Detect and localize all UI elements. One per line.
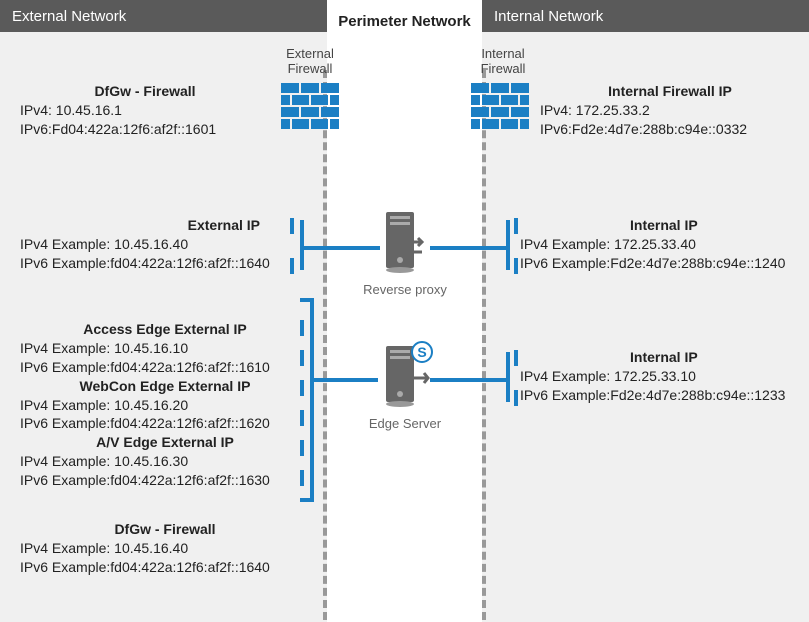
tick-ext2 bbox=[290, 258, 294, 274]
svg-text:S: S bbox=[417, 344, 426, 360]
edge-server-label: Edge Server bbox=[355, 416, 455, 431]
int-fw-block: Internal Firewall IP IPv4: 172.25.33.2 I… bbox=[540, 82, 800, 139]
reverse-proxy-label: Reverse proxy bbox=[355, 282, 455, 297]
ext-ip-ipv6: IPv6 Example:fd04:422a:12f6:af2f::1640 bbox=[20, 254, 300, 273]
edge-server-icon: S bbox=[378, 340, 438, 417]
int-ip1-block: Internal IP IPv4 Example: 172.25.33.40 I… bbox=[520, 216, 800, 273]
tick-int1 bbox=[514, 218, 518, 234]
int-fw-ipv6: IPv6:Fd2e:4d7e:288b:c94e::0332 bbox=[540, 120, 800, 139]
tick-e5 bbox=[300, 440, 304, 456]
dashed-line-left bbox=[323, 70, 327, 620]
ext-ip-ipv4: IPv4 Example: 10.45.16.40 bbox=[20, 235, 300, 254]
tick-e1 bbox=[300, 320, 304, 336]
dfgw-top-ipv4: IPv4: 10.45.16.1 bbox=[20, 101, 270, 120]
bracket-bot bbox=[300, 498, 314, 502]
conn-int-rp-v bbox=[506, 220, 510, 270]
edge-bracket-v bbox=[310, 300, 314, 500]
header-external: External Network bbox=[0, 0, 327, 32]
tick-e6 bbox=[300, 470, 304, 486]
webcon-edge-title: WebCon Edge External IP bbox=[20, 377, 310, 396]
conn-ext-rp-v bbox=[300, 220, 304, 270]
perimeter-column bbox=[327, 0, 482, 622]
conn-int-edge-v bbox=[506, 352, 510, 402]
dfgw-top-block: DfGw - Firewall IPv4: 10.45.16.1 IPv6:Fd… bbox=[20, 82, 270, 139]
bracket-top bbox=[300, 298, 314, 302]
dfgw-bot-title: DfGw - Firewall bbox=[20, 520, 310, 539]
av-edge-ipv4: IPv4 Example: 10.45.16.30 bbox=[20, 452, 310, 471]
label-ext-firewall: External Firewall bbox=[275, 46, 345, 76]
dfgw-bot-ipv6: IPv6 Example:fd04:422a:12f6:af2f::1640 bbox=[20, 558, 310, 577]
ext-ip-block: External IP IPv4 Example: 10.45.16.40 IP… bbox=[20, 216, 300, 273]
int-fw-title: Internal Firewall IP bbox=[540, 82, 800, 101]
header-perimeter: Perimeter Network bbox=[327, 0, 482, 44]
firewall-icon-int bbox=[470, 82, 530, 130]
conn-ext-rp bbox=[300, 246, 380, 250]
tick-e3 bbox=[300, 380, 304, 396]
tick-e4 bbox=[300, 410, 304, 426]
int-ip1-ipv4: IPv4 Example: 172.25.33.40 bbox=[520, 235, 800, 254]
int-ip1-title: Internal IP bbox=[520, 216, 800, 235]
tick-ext1 bbox=[290, 218, 294, 234]
int-ip1-ipv6: IPv6 Example:Fd2e:4d7e:288b:c94e::1240 bbox=[520, 254, 800, 273]
tick-e2 bbox=[300, 350, 304, 366]
dashed-line-right bbox=[482, 70, 486, 620]
int-ip2-block: Internal IP IPv4 Example: 172.25.33.10 I… bbox=[520, 348, 800, 405]
tick-ie2 bbox=[514, 390, 518, 406]
dfgw-top-ipv6: IPv6:Fd04:422a:12f6:af2f::1601 bbox=[20, 120, 270, 139]
int-ip2-ipv4: IPv4 Example: 172.25.33.10 bbox=[520, 367, 800, 386]
conn-int-rp bbox=[430, 246, 510, 250]
access-edge-title: Access Edge External IP bbox=[20, 320, 310, 339]
webcon-edge-ipv4: IPv4 Example: 10.45.16.20 bbox=[20, 396, 310, 415]
access-edge-ipv6: IPv6 Example:fd04:422a:12f6:af2f::1610 bbox=[20, 358, 310, 377]
dfgw-bot-ipv4: IPv4 Example: 10.45.16.40 bbox=[20, 539, 310, 558]
edge-blocks: Access Edge External IP IPv4 Example: 10… bbox=[20, 320, 310, 490]
conn-int-edge bbox=[430, 378, 510, 382]
access-edge-ipv4: IPv4 Example: 10.45.16.10 bbox=[20, 339, 310, 358]
tick-ie1 bbox=[514, 350, 518, 366]
label-int-firewall: Internal Firewall bbox=[468, 46, 538, 76]
int-fw-ipv4: IPv4: 172.25.33.2 bbox=[540, 101, 800, 120]
int-ip2-ipv6: IPv6 Example:Fd2e:4d7e:288b:c94e::1233 bbox=[520, 386, 800, 405]
tick-int2 bbox=[514, 258, 518, 274]
reverse-proxy-icon bbox=[378, 210, 438, 283]
int-ip2-title: Internal IP bbox=[520, 348, 800, 367]
firewall-icon-ext bbox=[280, 82, 340, 130]
webcon-edge-ipv6: IPv6 Example:fd04:422a:12f6:af2f::1620 bbox=[20, 414, 310, 433]
ext-ip-title: External IP bbox=[20, 216, 300, 235]
av-edge-ipv6: IPv6 Example:fd04:422a:12f6:af2f::1630 bbox=[20, 471, 310, 490]
edge-bracket-h bbox=[310, 378, 378, 382]
dfgw-top-title: DfGw - Firewall bbox=[20, 82, 270, 101]
av-edge-title: A/V Edge External IP bbox=[20, 433, 310, 452]
dfgw-bot-block: DfGw - Firewall IPv4 Example: 10.45.16.4… bbox=[20, 520, 310, 577]
header-internal: Internal Network bbox=[482, 0, 809, 32]
